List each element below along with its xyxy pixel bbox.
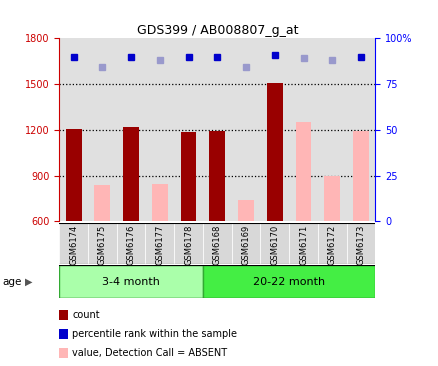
- Bar: [202, 38, 231, 221]
- Bar: [180, 132, 196, 221]
- Bar: [145, 38, 174, 221]
- Bar: [346, 38, 374, 221]
- Bar: [88, 38, 117, 221]
- Text: 3-4 month: 3-4 month: [102, 277, 160, 287]
- Bar: [295, 122, 311, 221]
- Bar: [231, 38, 260, 221]
- Bar: [346, 223, 374, 264]
- Bar: [260, 223, 289, 264]
- Bar: [231, 223, 260, 264]
- Text: GSM6171: GSM6171: [298, 225, 307, 265]
- Bar: [59, 223, 88, 264]
- Bar: [289, 223, 317, 264]
- Text: ▶: ▶: [25, 277, 33, 287]
- Text: GSM6170: GSM6170: [270, 225, 279, 265]
- Bar: [209, 131, 225, 221]
- Title: GDS399 / AB008807_g_at: GDS399 / AB008807_g_at: [136, 24, 297, 37]
- Text: GSM6178: GSM6178: [184, 225, 193, 265]
- Bar: [59, 38, 88, 221]
- Bar: [202, 223, 231, 264]
- Bar: [145, 223, 174, 264]
- Text: GSM6168: GSM6168: [212, 225, 221, 265]
- Text: GSM6176: GSM6176: [126, 225, 135, 265]
- Bar: [88, 223, 117, 264]
- Bar: [352, 131, 368, 221]
- Text: GSM6175: GSM6175: [98, 225, 106, 265]
- Bar: [59, 265, 202, 298]
- Bar: [317, 223, 346, 264]
- Text: GSM6173: GSM6173: [356, 225, 365, 265]
- Bar: [289, 38, 317, 221]
- Text: 20-22 month: 20-22 month: [252, 277, 325, 287]
- Text: age: age: [2, 277, 21, 287]
- Bar: [174, 223, 202, 264]
- Bar: [123, 127, 139, 221]
- Bar: [317, 38, 346, 221]
- Text: GSM6172: GSM6172: [327, 225, 336, 265]
- Text: GSM6169: GSM6169: [241, 225, 250, 265]
- Bar: [152, 184, 167, 221]
- Bar: [117, 223, 145, 264]
- Bar: [260, 38, 289, 221]
- Text: value, Detection Call = ABSENT: value, Detection Call = ABSENT: [72, 348, 227, 358]
- Bar: [266, 83, 282, 221]
- Bar: [237, 200, 253, 221]
- Text: GSM6174: GSM6174: [69, 225, 78, 265]
- Bar: [66, 129, 81, 221]
- Bar: [94, 185, 110, 221]
- Text: count: count: [72, 310, 100, 320]
- Bar: [202, 265, 374, 298]
- Text: GSM6177: GSM6177: [155, 225, 164, 265]
- Bar: [324, 176, 339, 221]
- Bar: [174, 38, 202, 221]
- Text: percentile rank within the sample: percentile rank within the sample: [72, 329, 237, 339]
- Bar: [117, 38, 145, 221]
